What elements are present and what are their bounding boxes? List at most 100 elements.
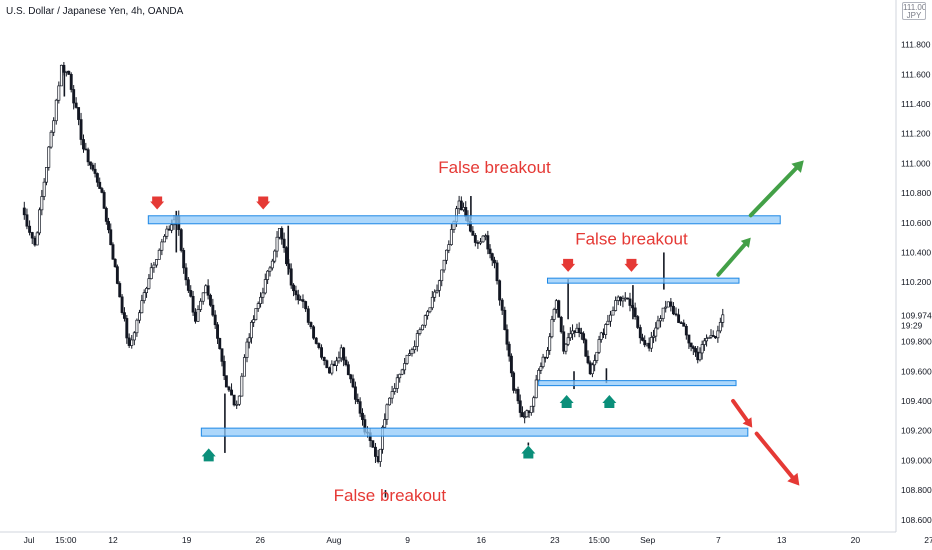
candle-body bbox=[25, 214, 29, 227]
projection-arrow-shaft bbox=[748, 166, 799, 218]
candle-body bbox=[349, 374, 353, 380]
candle-body bbox=[130, 339, 134, 346]
candle-body bbox=[28, 225, 32, 233]
time-tick-label: Jul bbox=[24, 535, 35, 545]
candle-body bbox=[442, 259, 446, 271]
candle-body bbox=[57, 85, 61, 101]
candle-body bbox=[633, 307, 637, 317]
red-down-arrow-icon bbox=[150, 196, 165, 210]
candle-body bbox=[564, 343, 568, 352]
candle-body bbox=[505, 329, 509, 345]
projection-arrow-shaft bbox=[716, 242, 747, 277]
currency-tag-label: JPY bbox=[906, 11, 922, 20]
candle-body bbox=[98, 181, 102, 189]
candle-body bbox=[674, 313, 678, 316]
candle-body bbox=[606, 320, 610, 325]
candle-body bbox=[500, 299, 504, 311]
candle-body bbox=[495, 262, 499, 282]
candle-body bbox=[155, 259, 159, 266]
candle-body bbox=[609, 314, 612, 322]
price-axis[interactable]: 111.800 111.600 111.400 111.200 111.000 110.8… bbox=[895, 0, 932, 532]
candle-body bbox=[550, 319, 554, 338]
candle-body bbox=[249, 321, 253, 339]
candle-body bbox=[42, 181, 46, 197]
teal-up-arrow-icon bbox=[521, 445, 536, 459]
candle-body bbox=[641, 337, 644, 341]
candle-body bbox=[636, 316, 640, 328]
candle-body bbox=[541, 356, 545, 367]
candle-body bbox=[614, 300, 618, 311]
candle-body bbox=[232, 394, 236, 406]
price-tick-label: 109.200 bbox=[901, 426, 932, 436]
candle-body bbox=[242, 357, 246, 377]
sr-level-zone[interactable] bbox=[200, 427, 749, 437]
candle-body bbox=[266, 270, 270, 280]
candle-body bbox=[182, 250, 186, 269]
candle-body bbox=[666, 301, 670, 308]
candle-body bbox=[689, 342, 693, 348]
candle-body bbox=[597, 339, 601, 353]
candle-body bbox=[335, 360, 339, 366]
candle-body bbox=[179, 229, 183, 251]
price-tick-label: 110.600 bbox=[901, 218, 931, 228]
candle-body bbox=[35, 232, 39, 246]
candle-body bbox=[216, 324, 219, 339]
red-projection-arrow-icon bbox=[731, 398, 753, 428]
candle-body bbox=[277, 228, 281, 238]
sr-level-zone[interactable] bbox=[538, 380, 737, 387]
time-axis[interactable]: Jul 15:00 12 19 26 Aug 9 16 23 15:00 Sep 7 13 20 27 bbox=[0, 531, 932, 545]
candle-body bbox=[149, 267, 153, 280]
candle-body bbox=[418, 329, 422, 334]
projection-arrow-shaft bbox=[754, 431, 795, 480]
candle-body bbox=[167, 228, 171, 231]
candle-body bbox=[539, 366, 543, 371]
candle-body bbox=[577, 327, 581, 334]
sr-level-zone[interactable] bbox=[147, 215, 781, 225]
candle-body bbox=[259, 296, 263, 304]
candle-body bbox=[261, 292, 265, 298]
candle-body bbox=[623, 297, 627, 300]
candle-body bbox=[552, 309, 556, 320]
candle-body bbox=[189, 290, 193, 297]
candle-body bbox=[584, 339, 588, 357]
sr-level-zone[interactable] bbox=[546, 277, 740, 284]
candle-body bbox=[529, 405, 533, 413]
candle-body bbox=[413, 346, 417, 351]
red-down-arrow-icon bbox=[561, 258, 576, 272]
candle-body bbox=[421, 324, 425, 331]
candle-body bbox=[299, 299, 303, 301]
red-down-arrow-icon bbox=[256, 196, 271, 210]
time-tick-label: Aug bbox=[326, 535, 341, 545]
candle-body bbox=[616, 296, 620, 301]
candle-body bbox=[604, 324, 608, 335]
candle-body bbox=[481, 235, 485, 243]
candle-body bbox=[599, 332, 603, 340]
candle-body bbox=[656, 320, 660, 329]
green-projection-arrow-icon bbox=[748, 160, 804, 218]
candle-body bbox=[88, 161, 92, 166]
candle-body bbox=[304, 301, 308, 310]
price-tick-label: 110.200 bbox=[901, 277, 931, 287]
candle-body bbox=[691, 346, 695, 349]
currency-tag[interactable]: 111.000 JPY bbox=[902, 2, 926, 20]
candle-body bbox=[74, 102, 78, 108]
candle-body bbox=[84, 148, 88, 151]
candle-body bbox=[652, 335, 656, 338]
candle-body bbox=[619, 296, 623, 302]
candle-body bbox=[22, 207, 26, 216]
candle-body bbox=[240, 375, 244, 397]
projection-arrow-head bbox=[740, 237, 751, 248]
candle-body bbox=[559, 316, 563, 333]
time-tick-label: 23 bbox=[550, 535, 560, 545]
candle-body bbox=[268, 267, 272, 272]
candle-body bbox=[256, 303, 260, 309]
candle-body bbox=[211, 304, 215, 316]
price-tick-label: 108.600 bbox=[901, 515, 932, 525]
candle-body bbox=[403, 363, 407, 371]
candle-body bbox=[312, 326, 316, 339]
candle-body bbox=[289, 268, 293, 286]
candle-body bbox=[383, 419, 387, 428]
projection-arrow-head bbox=[787, 472, 800, 486]
candle-body bbox=[568, 333, 572, 339]
